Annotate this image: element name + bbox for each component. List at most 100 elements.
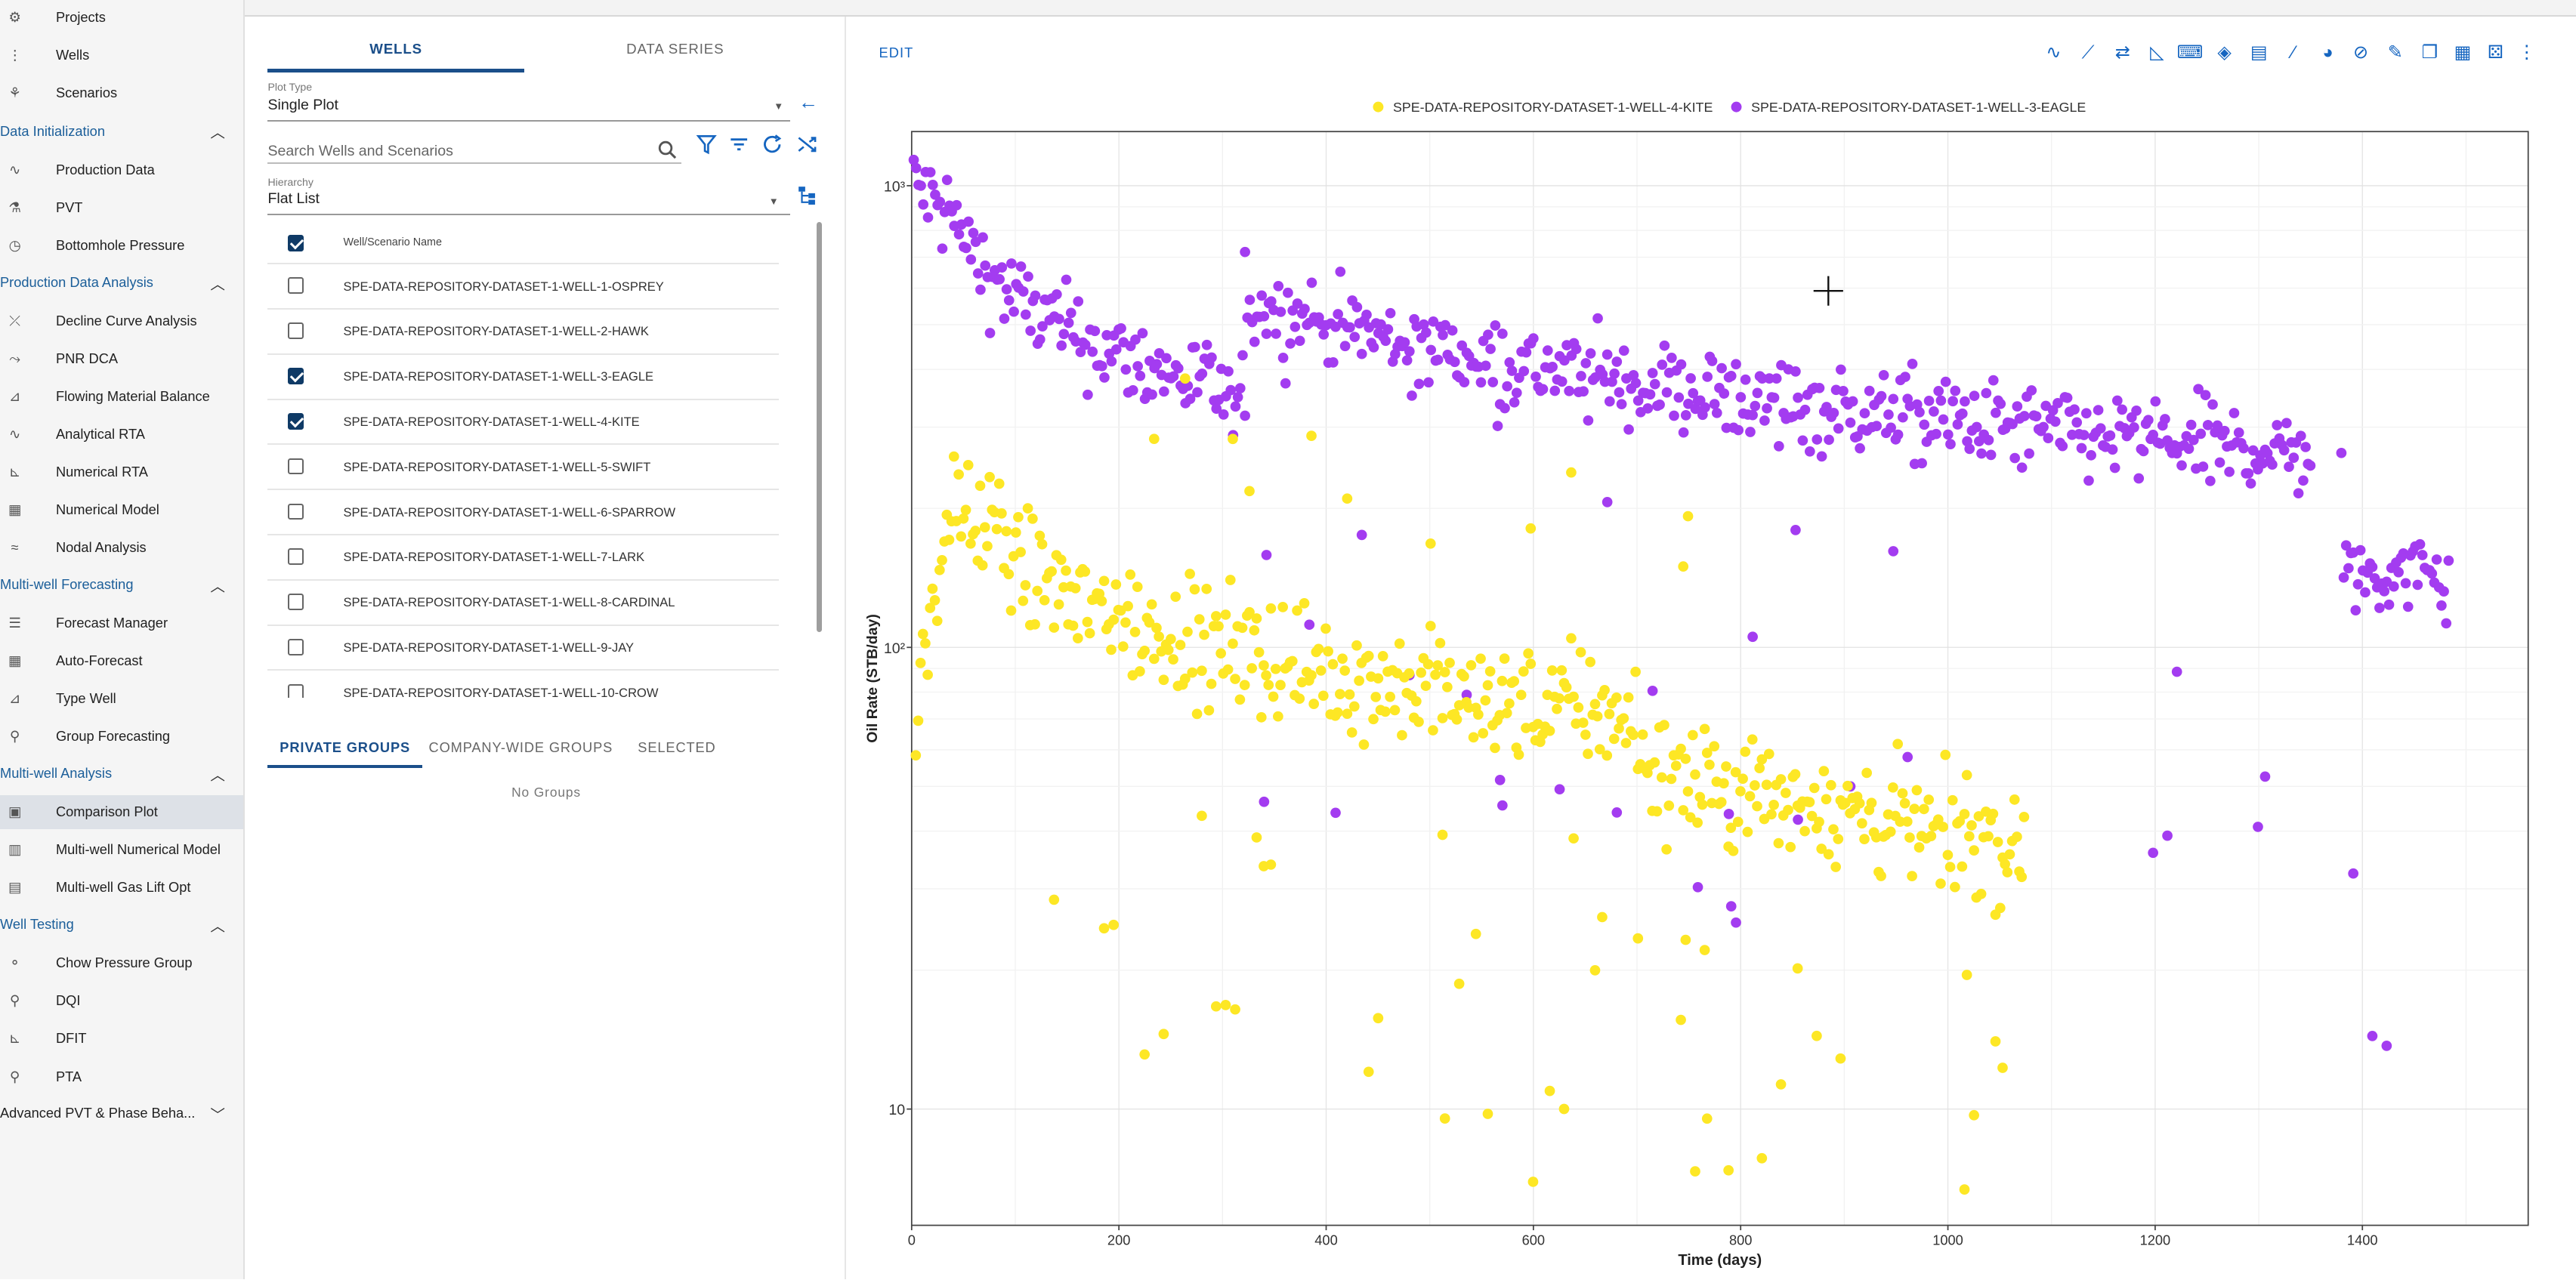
kite-point xyxy=(1859,834,1870,844)
row-checkbox[interactable] xyxy=(287,458,304,475)
search-icon[interactable] xyxy=(656,138,678,161)
comparison-chart[interactable]: 0 200 400 600 800 1000 1200 1400 10 10² 10³ Time (d… xyxy=(848,17,2576,1279)
sidebar-section-multi-well-forecasting[interactable]: Multi-well Forecasting ︿ xyxy=(0,568,243,600)
tab-company-wide-groups[interactable]: COMPANY-WIDE GROUPS xyxy=(428,739,613,755)
sidebar-section-multi-well-analysis[interactable]: Multi-well Analysis ︿ xyxy=(0,757,243,790)
row-checkbox[interactable] xyxy=(287,412,304,430)
hierarchy-tree-icon[interactable] xyxy=(797,182,817,205)
table-scrollbar[interactable] xyxy=(816,221,823,633)
legend-entry[interactable]: SPE-DATA-REPOSITORY-DATASET-1-WELL-3-EAG… xyxy=(1751,100,2086,115)
tab-private-groups[interactable]: PRIVATE GROUPS xyxy=(280,739,411,755)
plot-area[interactable] xyxy=(911,131,2528,1226)
sidebar-item-pta[interactable]: ⚲ PTA xyxy=(0,1059,243,1094)
sort-icon[interactable] xyxy=(727,133,750,156)
chevron-down-icon[interactable]: ▼ xyxy=(774,100,784,112)
swap-icon[interactable]: ⇄ xyxy=(2114,42,2130,63)
line-tool-icon[interactable]: ⟋ xyxy=(2081,42,2095,63)
paint-bucket-icon[interactable]: ◈ xyxy=(2217,42,2232,63)
table-row[interactable]: SPE-DATA-REPOSITORY-DATASET-1-WELL-9-JAY xyxy=(267,626,779,671)
sidebar-item-nodal-analysis[interactable]: ≈ Nodal Analysis xyxy=(0,530,243,565)
sidebar-item-numerical-rta[interactable]: ⊾ Numerical RTA xyxy=(0,455,243,489)
sidebar-item-auto-forecast[interactable]: ▦ Auto-Forecast xyxy=(0,643,243,678)
sidebar-item-dfit[interactable]: ⊾ DFIT xyxy=(0,1022,243,1056)
eagle-point xyxy=(1876,390,1887,402)
hide-icon[interactable]: ⊘ xyxy=(2353,42,2369,63)
kite-point xyxy=(1568,833,1580,844)
document-icon[interactable]: ▤ xyxy=(2250,42,2268,63)
sidebar-item-pnr-dca[interactable]: ⤳ PNR DCA xyxy=(0,341,243,376)
sidebar-section-advanced-pvt-phase-beha-[interactable]: Advanced PVT & Phase Beha... ﹀ xyxy=(0,1097,243,1130)
select-all-checkbox[interactable] xyxy=(287,234,304,251)
copy-icon[interactable]: ❐ xyxy=(2421,42,2439,63)
tab-selected[interactable]: SELECTED xyxy=(638,739,716,755)
table-row[interactable]: SPE-DATA-REPOSITORY-DATASET-1-WELL-10-CR… xyxy=(267,671,778,699)
table-row[interactable]: SPE-DATA-REPOSITORY-DATASET-1-WELL-7-LAR… xyxy=(267,535,779,581)
chevron-up-icon[interactable]: ︿ xyxy=(210,578,225,595)
sidebar-item-decline-curve-analysis[interactable]: ⤫ Decline Curve Analysis xyxy=(0,304,243,338)
pen-icon[interactable]: ∕ xyxy=(2291,42,2295,63)
kite-point xyxy=(1182,626,1193,637)
sidebar-item-projects[interactable]: ⚙ Projects xyxy=(0,0,243,35)
wave-icon[interactable]: ∿ xyxy=(2046,42,2062,63)
row-checkbox[interactable] xyxy=(287,322,304,340)
sidebar-item-multi-well-numerical-model[interactable]: ▥ Multi-well Numerical Model xyxy=(0,833,243,868)
chevron-down-icon[interactable]: ▼ xyxy=(768,195,779,207)
table-icon[interactable]: ▦ xyxy=(2454,42,2472,63)
sidebar-item-forecast-manager[interactable]: ☰ Forecast Manager xyxy=(0,606,243,640)
more-vert-icon[interactable]: ⋮ xyxy=(2517,42,2536,63)
edit-note-icon[interactable]: ✎ xyxy=(2387,42,2403,63)
sidebar-section-well-testing[interactable]: Well Testing ︿ xyxy=(0,908,243,941)
area-chart-icon[interactable]: ◺ xyxy=(2150,42,2164,63)
sidebar-item-comparison-plot[interactable]: ▣ Comparison Plot xyxy=(0,794,244,830)
sidebar-item-analytical-rta[interactable]: ∿ Analytical RTA xyxy=(0,417,243,452)
sidebar-section-data-initialization[interactable]: Data Initialization ︿ xyxy=(0,115,243,147)
row-checkbox[interactable] xyxy=(287,638,304,655)
hierarchy-select[interactable]: Flat List xyxy=(267,190,320,208)
sidebar-item-flowing-material-balance[interactable]: ⊿ Flowing Material Balance xyxy=(0,379,243,414)
chevron-up-icon[interactable]: ︿ xyxy=(210,125,225,142)
chevron-up-icon[interactable]: ︿ xyxy=(210,766,225,784)
refresh-icon[interactable] xyxy=(761,133,783,156)
table-row[interactable]: SPE-DATA-REPOSITORY-DATASET-1-WELL-8-CAR… xyxy=(267,581,779,626)
row-checkbox[interactable] xyxy=(287,277,304,295)
tab-wells[interactable]: WELLS xyxy=(369,41,422,57)
row-checkbox[interactable] xyxy=(287,594,304,610)
filter-icon[interactable] xyxy=(695,133,718,156)
row-checkbox[interactable] xyxy=(287,683,304,699)
eagle-point xyxy=(1731,917,1742,928)
sidebar-item-multi-well-gas-lift-opt[interactable]: ▤ Multi-well Gas Lift Opt xyxy=(0,871,243,905)
sidebar-item-group-forecasting[interactable]: ⚲ Group Forecasting xyxy=(0,720,243,754)
sidebar-item-type-well[interactable]: ⊿ Type Well xyxy=(0,682,243,717)
legend-entry[interactable]: SPE-DATA-REPOSITORY-DATASET-1-WELL-4-KIT… xyxy=(1393,100,1713,115)
palette-icon[interactable]: ◕ xyxy=(2322,42,2334,63)
sidebar-item-bottomhole-pressure[interactable]: ◷ Bottomhole Pressure xyxy=(0,228,243,263)
chevron-up-icon[interactable]: ︿ xyxy=(210,918,225,935)
dice-icon[interactable]: ⚄ xyxy=(2487,42,2503,63)
sidebar-item-chow-pressure-group[interactable]: ⚬ Chow Pressure Group xyxy=(0,946,243,981)
sidebar-section-production-data-analysis[interactable]: Production Data Analysis ︿ xyxy=(0,266,243,298)
row-checkbox[interactable] xyxy=(287,548,304,566)
table-row[interactable]: SPE-DATA-REPOSITORY-DATASET-1-WELL-4-KIT… xyxy=(267,400,779,446)
collapse-arrow-icon[interactable]: ← xyxy=(798,90,818,113)
row-checkbox[interactable] xyxy=(287,503,304,520)
row-checkbox[interactable] xyxy=(287,368,304,384)
sidebar-item-scenarios[interactable]: ⚘ Scenarios xyxy=(0,76,243,110)
sidebar-item-production-data[interactable]: ∿ Production Data xyxy=(0,153,243,187)
table-row[interactable]: SPE-DATA-REPOSITORY-DATASET-1-WELL-3-EAG… xyxy=(267,355,779,400)
table-row[interactable]: SPE-DATA-REPOSITORY-DATASET-1-WELL-6-SPA… xyxy=(267,490,779,535)
sidebar-item-numerical-model[interactable]: ▦ Numerical Model xyxy=(0,492,243,527)
chevron-down-icon[interactable]: ﹀ xyxy=(210,1106,225,1124)
chevron-up-icon[interactable]: ︿ xyxy=(210,276,225,293)
table-row[interactable]: SPE-DATA-REPOSITORY-DATASET-1-WELL-2-HAW… xyxy=(267,310,779,355)
search-input[interactable]: Search Wells and Scenarios xyxy=(267,143,453,160)
tab-data-series[interactable]: DATA SERIES xyxy=(626,41,724,57)
table-row[interactable]: SPE-DATA-REPOSITORY-DATASET-1-WELL-1-OSP… xyxy=(267,264,779,310)
sidebar-item-wells[interactable]: ⋮ Wells xyxy=(0,38,243,72)
shuffle-icon[interactable] xyxy=(795,133,818,156)
sidebar-item-pvt[interactable]: ⚗ PVT xyxy=(0,190,243,225)
table-row[interactable]: SPE-DATA-REPOSITORY-DATASET-1-WELL-5-SWI… xyxy=(267,445,779,491)
plot-type-select[interactable]: Single Plot xyxy=(267,97,338,114)
edit-button[interactable]: EDIT xyxy=(879,44,914,60)
sidebar-item-dqi[interactable]: ⚲ DQI xyxy=(0,984,243,1019)
keyboard-icon[interactable]: ⌨ xyxy=(2176,42,2204,63)
